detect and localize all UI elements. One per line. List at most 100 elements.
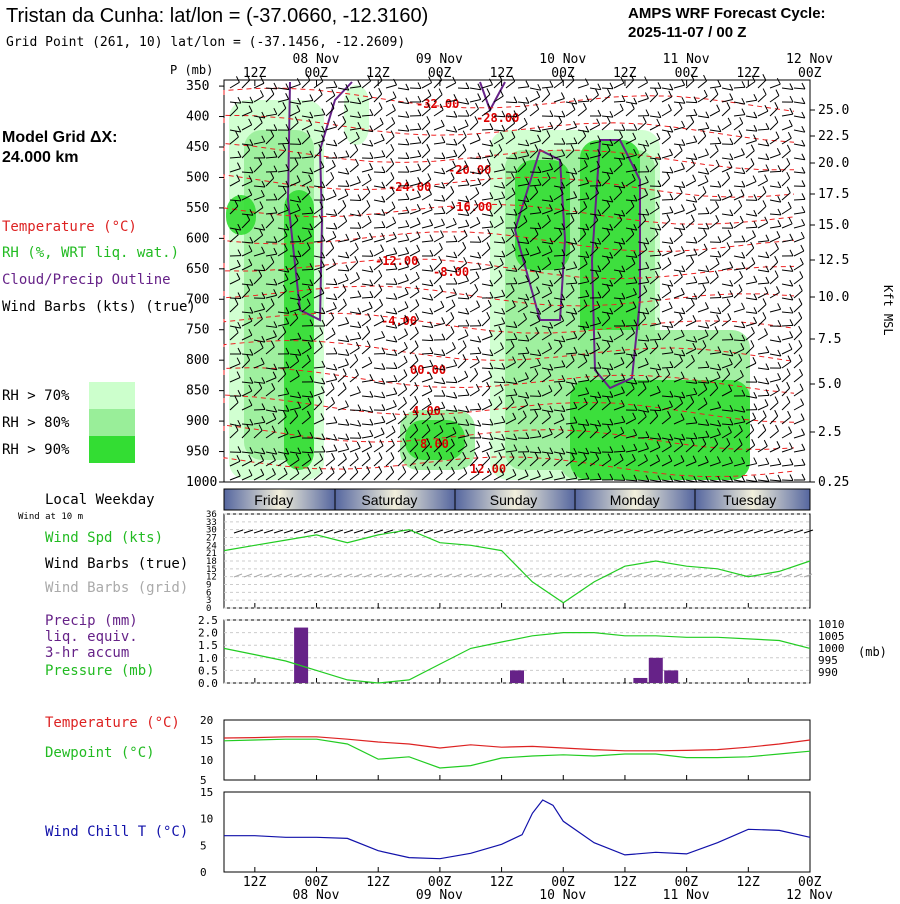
bottom-tick-label: 12Z [490,875,514,890]
kft-tick-label: 7.5 [818,332,841,347]
windchill-label: Wind Chill T (°C) [45,824,188,840]
barb-shaft [638,437,649,438]
top-date-label: 09 Nov [416,52,463,67]
barb-shaft [326,284,337,285]
precip-bar [649,658,663,683]
kft-tick-label: 2.5 [818,425,841,440]
precip-tick-label: 2.0 [198,627,218,640]
weekday-friday: Friday [254,492,293,508]
barb-shaft [444,530,453,533]
barb-shaft [494,530,503,533]
top-tick-label: 00Z [551,66,575,81]
rh-swatch [89,382,135,409]
top-tick-label: 00Z [428,66,452,81]
barb-shaft [590,479,601,480]
barb-shaft [650,410,661,411]
barb-shaft [434,530,443,533]
kft-tick-label: 20.0 [818,156,849,171]
temp-panel-frame [224,720,810,780]
barb-shaft [724,530,733,533]
barb-shaft [344,530,353,533]
bottom-date-label: 11 Nov [663,888,710,900]
barb-shaft [234,530,243,533]
barb-shaft [794,199,805,200]
barb-shaft [574,530,583,533]
isotherm-label: -24.00 [388,180,431,194]
pressure-tick-label: 990 [818,666,838,679]
p-tick-label: 400 [186,110,209,125]
precip-label-1: Precip (mm) [45,613,138,629]
precip-bar [294,628,308,683]
barb-shaft [284,530,293,533]
precip-tick-label: 1.0 [198,652,218,665]
weekday-tuesday: Tuesday [723,492,776,508]
legend-rh: RH (%, WRT liq. wat.) [2,245,179,261]
p-tick-label: 950 [186,445,209,460]
barb-shaft [634,530,643,533]
barb-shaft [304,530,313,533]
barb-shaft [458,88,469,89]
p-tick-label: 800 [186,353,209,368]
rh-swatch [89,409,135,436]
barb-shaft [278,143,289,144]
barb-shaft [554,530,563,533]
temp-line [224,739,810,768]
barb-shaft [504,530,513,533]
precip-tick-label: 0.5 [198,664,218,677]
kft-tick-label: 25.0 [818,103,849,118]
barb-shaft [524,530,533,533]
barb-shaft [746,227,757,228]
legend-temperature: Temperature (°C) [2,219,137,235]
top-date-label: 12 Nov [786,52,833,67]
barb-shaft [662,367,673,368]
kft-tick-label: 22.5 [818,129,849,144]
barb-shaft [754,530,763,533]
wind-spd-label: Wind Spd (kts) [45,530,163,546]
bottom-date-label: 10 Nov [539,888,586,900]
barb-shaft [710,297,721,298]
barb-shaft [654,530,663,533]
kft-tick-label: 12.5 [818,253,849,268]
precip-tick-label: 1.5 [198,639,218,652]
weekday-label: Local Weekday [45,492,155,508]
barb-shaft [518,438,529,439]
top-date-label: 10 Nov [539,52,586,67]
barb-shaft [534,530,543,533]
barb-shaft [374,530,383,533]
barb-shaft [764,530,773,533]
barb-shaft [482,129,493,130]
barb-shaft [314,530,323,533]
weekday-sunday: Sunday [490,492,537,508]
top-tick-label: 00Z [305,66,329,81]
barb-shaft [644,530,653,533]
wind-tick-label: 36 [206,510,217,520]
precip-tick-label: 0.0 [198,677,218,690]
rh-swatch [89,436,135,463]
barb-shaft [324,530,333,533]
barb-shaft [554,255,565,256]
barb-shaft [564,530,573,533]
barb-shaft [484,530,493,533]
barb-shaft [374,227,385,228]
grid-value: 24.000 km [2,149,79,166]
dewpoint-label: Dewpoint (°C) [45,745,155,761]
top-tick-label: 12Z [613,66,637,81]
barb-shaft [774,530,783,533]
barb-shaft [454,530,463,533]
rh-legend: RH > 70%RH > 80%RH > 90% [2,382,135,463]
precip-bar [633,678,647,683]
barb-shaft [294,530,303,533]
kft-label: Kft MSL [881,285,895,336]
legend-cloud: Cloud/Precip Outline [2,272,171,288]
barb-shaft [784,530,793,533]
p-tick-label: 550 [186,201,209,216]
barb-shaft [302,269,313,270]
pressure-label: Pressure (mb) [45,663,155,679]
precip-label-2: liq. equiv. [45,629,138,645]
p-tick-label: 850 [186,384,209,399]
bottom-date-label: 08 Nov [293,888,340,900]
top-date-label: 11 Nov [663,52,710,67]
top-date-label: 08 Nov [293,52,340,67]
